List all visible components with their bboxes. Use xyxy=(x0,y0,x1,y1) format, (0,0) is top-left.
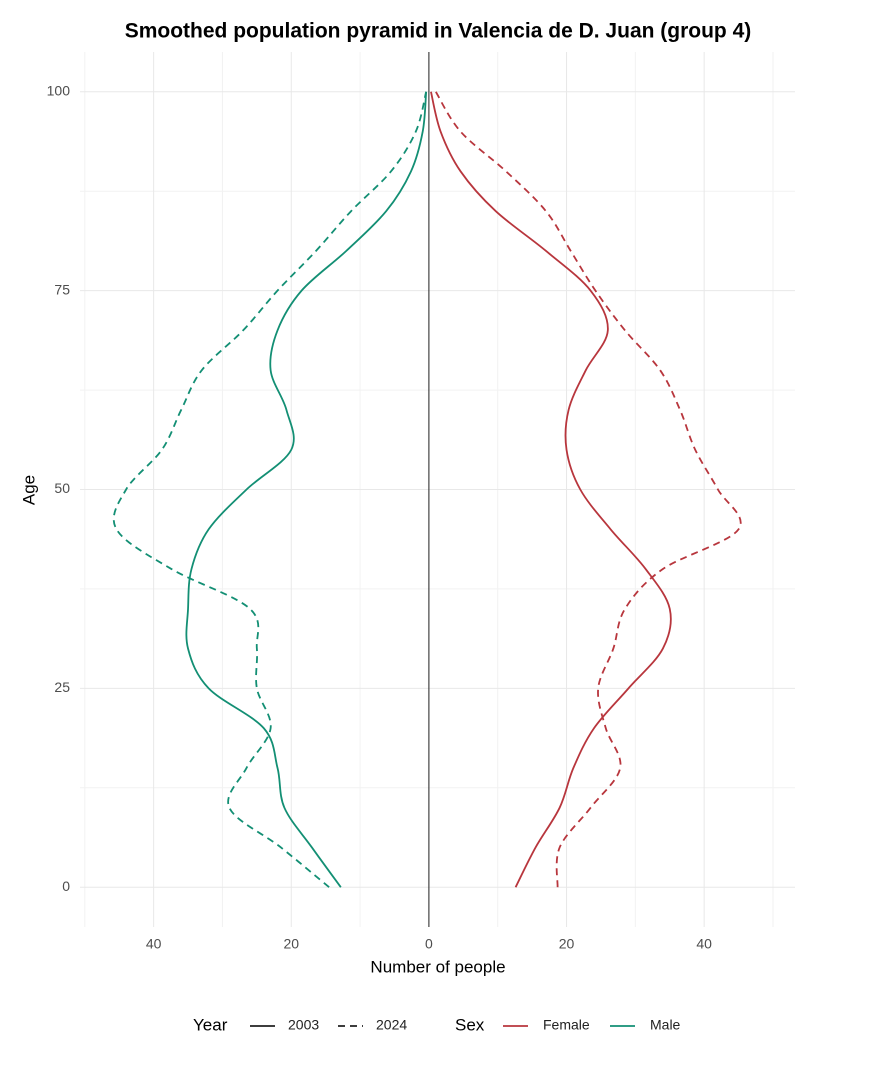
legend-label: Female xyxy=(543,1017,590,1033)
population-line xyxy=(185,91,428,888)
legend-label: Male xyxy=(650,1017,681,1033)
legend-title: Year xyxy=(193,1015,228,1034)
legend-label: 2003 xyxy=(288,1017,319,1033)
x-tick-label: 40 xyxy=(696,936,712,952)
y-tick-label: 50 xyxy=(54,480,70,496)
chart-title: Smoothed population pyramid in Valencia … xyxy=(125,20,752,43)
population-line xyxy=(435,91,742,888)
x-tick-label: 20 xyxy=(283,936,299,952)
x-tick-label: 40 xyxy=(146,936,162,952)
x-tick-label: 0 xyxy=(425,936,433,952)
y-tick-label: 25 xyxy=(54,679,70,695)
population-line xyxy=(430,91,672,888)
y-tick-label: 100 xyxy=(47,82,71,98)
x-axis-title: Number of people xyxy=(370,957,505,976)
legend-title: Sex xyxy=(455,1015,485,1034)
legend-label: 2024 xyxy=(376,1017,407,1033)
y-axis-title: Age xyxy=(19,475,38,505)
y-tick-label: 75 xyxy=(54,281,70,297)
y-tick-label: 0 xyxy=(62,878,70,894)
x-tick-label: 20 xyxy=(559,936,575,952)
population-line xyxy=(112,91,428,888)
